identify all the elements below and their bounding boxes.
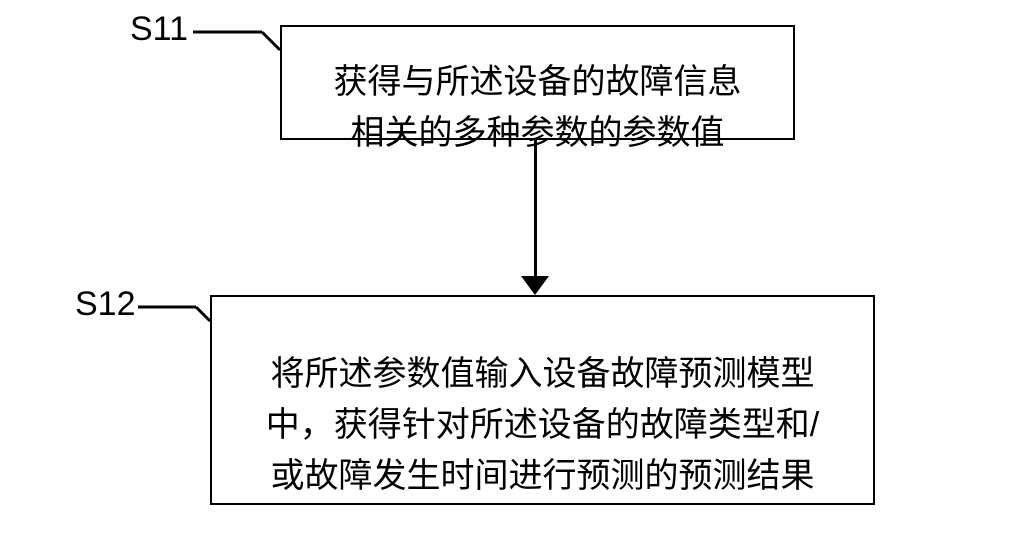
edge-s11-s12 xyxy=(534,140,537,278)
flow-node-text: 获得与所述设备的故障信息 相关的多种参数的参数值 xyxy=(334,6,742,159)
flowchart-container: S11 获得与所述设备的故障信息 相关的多种参数的参数值 S12 将所述参数值输… xyxy=(0,0,1031,554)
arrowhead-s11-s12 xyxy=(521,276,549,295)
flow-node-s11: 获得与所述设备的故障信息 相关的多种参数的参数值 xyxy=(280,25,795,140)
step-label-text: S12 xyxy=(75,285,136,323)
step-label-text: S11 xyxy=(130,10,188,48)
flow-node-s12: 将所述参数值输入设备故障预测模型 中，获得针对所述设备的故障类型和/ 或故障发生… xyxy=(210,295,875,505)
flow-node-text: 将所述参数值输入设备故障预测模型 中，获得针对所述设备的故障类型和/ 或故障发生… xyxy=(266,298,819,502)
step-label-s11: S11 xyxy=(130,10,188,49)
step-label-s12: S12 xyxy=(75,285,136,324)
